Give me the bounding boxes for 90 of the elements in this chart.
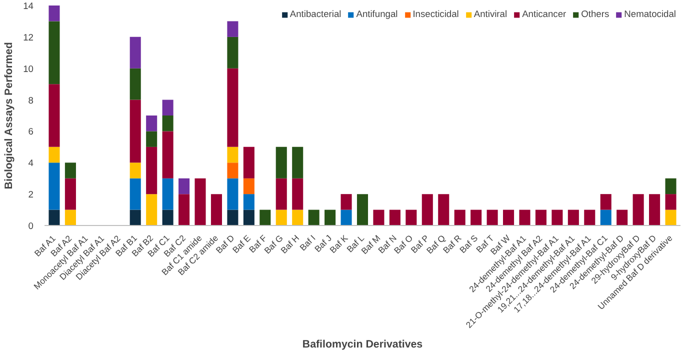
bar: [665, 194, 676, 210]
bar: [616, 210, 628, 226]
y-tick-label: 8: [28, 95, 34, 106]
bar: [162, 100, 174, 116]
bar: [292, 146, 304, 178]
y-axis-title: Biological Assays Performed: [3, 42, 16, 190]
bar: [64, 210, 76, 226]
bar: [356, 194, 368, 226]
bar: [389, 210, 400, 226]
bar: [146, 131, 158, 147]
bar: [422, 194, 433, 226]
legend-label: Anticancer: [522, 9, 566, 19]
y-tick-label: 4: [28, 158, 34, 168]
bar: [227, 21, 238, 37]
bar: [178, 194, 190, 226]
bar: [308, 210, 320, 226]
y-tick-label: 14: [23, 1, 34, 11]
bar: [243, 146, 254, 178]
bar: [454, 210, 466, 226]
bar: [64, 162, 76, 178]
bar: [568, 210, 579, 226]
bar: [130, 36, 141, 68]
bar: [373, 210, 384, 226]
y-tick-label: 6: [28, 126, 34, 137]
bar: [649, 194, 660, 226]
bar: [162, 131, 174, 178]
bar: [665, 178, 676, 194]
bar: [210, 194, 222, 226]
bar: [130, 178, 141, 210]
bar: [194, 178, 206, 226]
y-tick-label: 10: [23, 64, 34, 74]
bar: [276, 210, 287, 226]
bar: [340, 194, 352, 210]
bar: [340, 210, 352, 226]
legend-label: Antifungal: [356, 9, 398, 19]
bar: [486, 210, 498, 226]
bar: [48, 210, 60, 226]
bar: [519, 210, 530, 226]
bar: [243, 210, 254, 226]
bar: [552, 210, 563, 226]
bar: [276, 146, 287, 178]
bar: [292, 210, 304, 226]
bar: [227, 210, 238, 226]
bar: [243, 178, 254, 194]
bar: [632, 194, 644, 226]
bar: [48, 6, 60, 22]
legend-label: Antiviral: [474, 9, 508, 19]
bar: [227, 36, 238, 68]
bar: [162, 116, 174, 132]
bar: [324, 210, 336, 226]
bar: [178, 178, 190, 194]
bar: [227, 178, 238, 210]
bar: [584, 210, 596, 226]
bar: [48, 162, 60, 210]
y-tick-label: 2: [28, 190, 34, 200]
bar: [146, 194, 158, 226]
bar: [227, 68, 238, 147]
bar: [535, 210, 546, 226]
legend-label: Antibacterial: [290, 9, 342, 19]
bar: [470, 210, 482, 226]
bar: [260, 210, 271, 226]
bar: [48, 21, 60, 84]
legend-label: Others: [581, 9, 610, 19]
bar: [227, 162, 238, 178]
x-axis-title: Bafilomycin Derivatives: [302, 338, 423, 350]
bar: [130, 162, 141, 178]
bar: [600, 194, 612, 210]
bar: [130, 210, 141, 226]
bar: [292, 178, 304, 210]
bar: [503, 210, 514, 226]
bar: [438, 194, 450, 226]
bar: [64, 178, 76, 210]
bar: [243, 194, 254, 210]
bar: [48, 146, 60, 163]
bar: [665, 210, 676, 226]
bar: [227, 146, 238, 163]
bar: [162, 210, 174, 226]
bar: [130, 68, 141, 100]
y-tick-label: 0: [28, 221, 34, 231]
bar: [406, 210, 417, 226]
bar: [146, 146, 158, 194]
bar: [48, 84, 60, 147]
y-tick-label: 12: [23, 32, 34, 42]
bar: [162, 178, 174, 210]
legend-label: Nematocidal: [624, 9, 676, 19]
bar: [600, 210, 612, 226]
bar: [146, 116, 158, 132]
bar: [276, 178, 287, 210]
legend-label: Insecticidal: [412, 9, 459, 19]
bar: [130, 100, 141, 163]
